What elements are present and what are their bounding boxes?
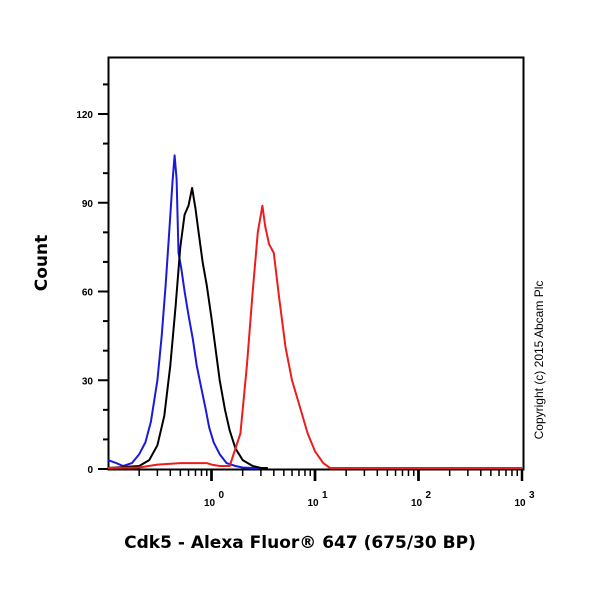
svg-text:10: 10 bbox=[514, 498, 526, 509]
y-tick-label: 0 bbox=[87, 465, 93, 476]
svg-text:10: 10 bbox=[204, 498, 216, 509]
plot-area bbox=[107, 56, 525, 471]
svg-text:0: 0 bbox=[219, 490, 225, 501]
svg-text:10: 10 bbox=[411, 498, 423, 509]
series-line-1 bbox=[107, 187, 268, 469]
svg-text:3: 3 bbox=[529, 490, 535, 501]
x-tick-label: 100 bbox=[204, 490, 225, 509]
svg-text:2: 2 bbox=[426, 490, 432, 501]
plot-frame bbox=[107, 56, 525, 471]
y-tick-label: 120 bbox=[76, 110, 93, 121]
y-axis-label: Count bbox=[32, 234, 52, 292]
y-tick-label: 60 bbox=[82, 288, 94, 299]
series-line-0 bbox=[107, 154, 261, 469]
y-axis: 0 30 60 90 120 bbox=[76, 83, 108, 476]
x-axis-label: Cdk5 - Alexa Fluor® 647 (675/30 BP) bbox=[124, 533, 476, 553]
series-layer bbox=[107, 154, 522, 469]
x-tick-label: 101 bbox=[307, 490, 328, 509]
svg-text:10: 10 bbox=[307, 498, 319, 509]
x-tick-label: 103 bbox=[514, 490, 535, 509]
y-tick-label: 30 bbox=[82, 376, 94, 387]
copyright-annotation: Copyright (c) 2015 Abcam Plc bbox=[532, 280, 546, 440]
series-line-2 bbox=[107, 204, 522, 469]
y-tick-label: 90 bbox=[82, 199, 94, 210]
x-tick-label: 102 bbox=[411, 490, 432, 509]
svg-text:1: 1 bbox=[322, 490, 328, 501]
